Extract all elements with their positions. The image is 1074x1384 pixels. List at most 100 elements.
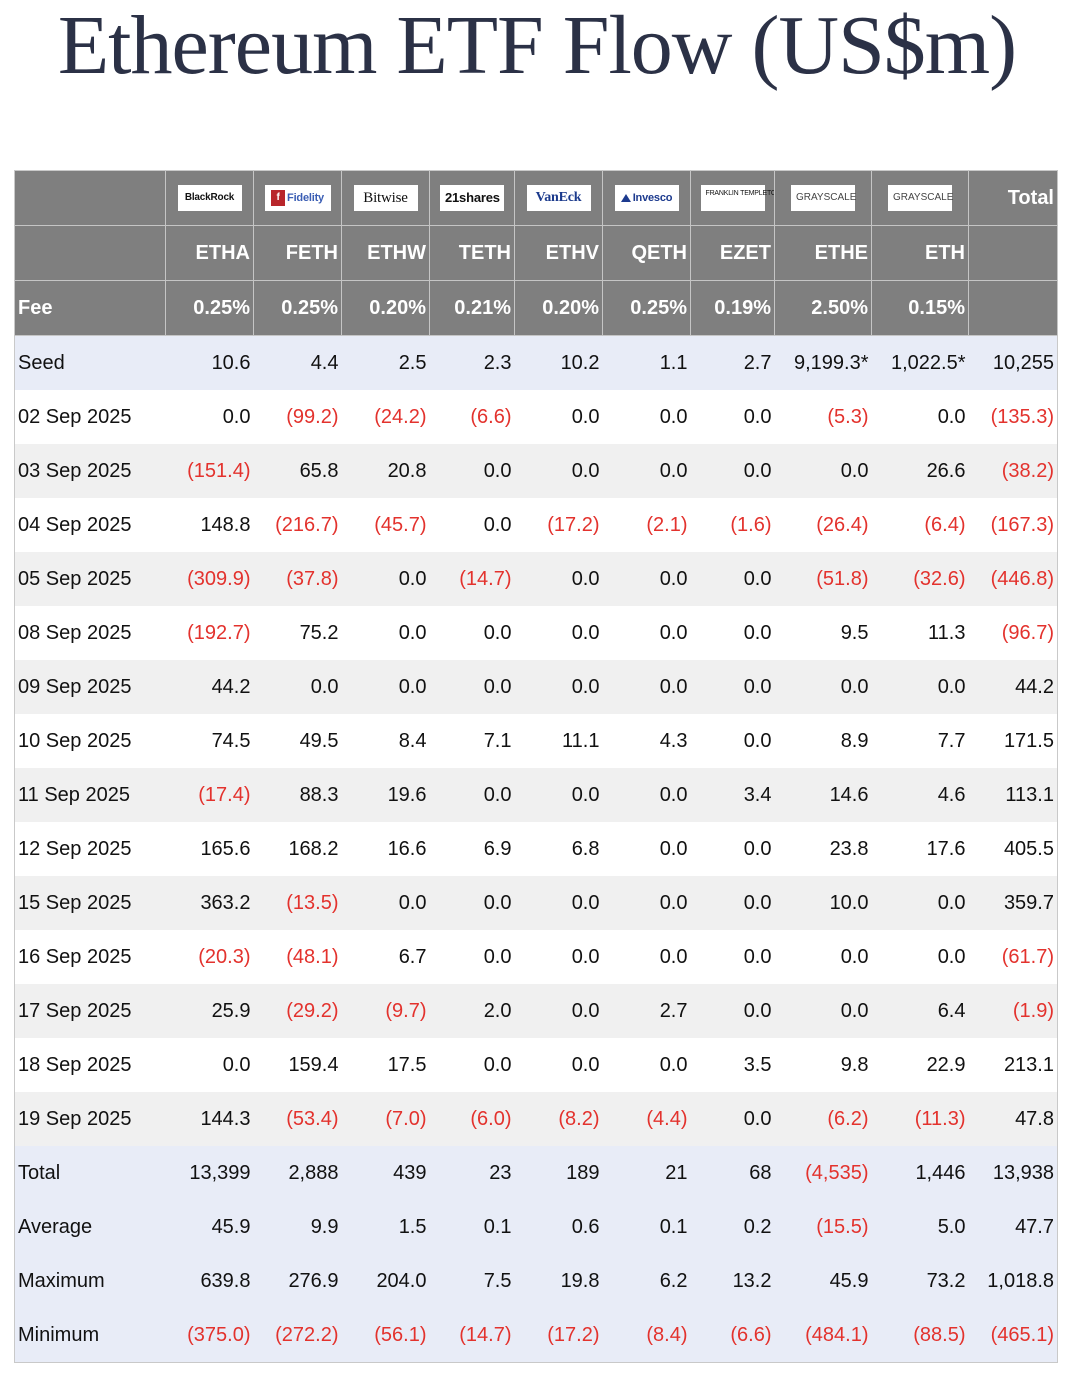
fee-row: Fee 0.25% 0.25% 0.20% 0.21% 0.20% 0.25% … xyxy=(14,280,1058,336)
flow-value-cell: (17.2) xyxy=(514,498,603,552)
fidelity-mark-icon: f xyxy=(271,190,286,207)
flow-value-cell: 14.6 xyxy=(774,768,872,822)
flow-value-cell: (2.1) xyxy=(602,498,691,552)
flow-value-cell: 0.0 xyxy=(253,660,342,714)
flow-value-cell: (151.4) xyxy=(165,444,254,498)
flow-value-cell: 0.0 xyxy=(602,660,691,714)
row-label: 11 Sep 2025 xyxy=(14,768,166,822)
fidelity-logo-text: Fidelity xyxy=(287,192,324,204)
table-row: 10 Sep 2025 74.5 49.5 8.4 7.1 11.1 4.3 0.0 8.9 7.… xyxy=(14,714,1058,768)
issuer-logo-cell: Invesco xyxy=(602,170,691,226)
flow-value-cell: (6.2) xyxy=(774,1092,872,1146)
flow-value-cell: 5.0 xyxy=(871,1200,969,1254)
flow-value-cell: (53.4) xyxy=(253,1092,342,1146)
flow-value-cell: 2.5 xyxy=(341,335,430,390)
row-label: 10 Sep 2025 xyxy=(14,714,166,768)
flow-value-cell: (192.7) xyxy=(165,606,254,660)
flow-value-cell: 11.3 xyxy=(871,606,969,660)
flow-value-cell: 13,399 xyxy=(165,1146,254,1200)
row-label: 17 Sep 2025 xyxy=(14,984,166,1038)
row-total-cell: 1,018.8 xyxy=(968,1254,1058,1308)
ticker-header-empty xyxy=(968,225,1058,281)
issuer-logo-cell: VanEck xyxy=(514,170,603,226)
table-row: Average 45.9 9.9 1.5 0.1 0.6 0.1 0.2 (15.5) 5.0 47… xyxy=(14,1200,1058,1254)
flow-value-cell: 0.0 xyxy=(602,876,691,930)
flow-value-cell: 88.3 xyxy=(253,768,342,822)
flow-value-cell: 26.6 xyxy=(871,444,969,498)
flow-value-cell: 0.0 xyxy=(514,606,603,660)
flow-value-cell: 0.0 xyxy=(690,552,775,606)
flow-value-cell: 9.8 xyxy=(774,1038,872,1092)
table-row: 15 Sep 2025 363.2 (13.5) 0.0 0.0 0.0 0.0 0.0 10.… xyxy=(14,876,1058,930)
flow-value-cell: 7.5 xyxy=(429,1254,515,1308)
row-total-cell: (167.3) xyxy=(968,498,1058,552)
ticker-header: EZET xyxy=(690,225,775,281)
flow-value-cell: 9,199.3* xyxy=(774,335,872,390)
flow-value-cell: 2,888 xyxy=(253,1146,342,1200)
issuer-logo-cell: FRANKLIN TEMPLETON xyxy=(690,170,775,226)
issuer-logo-cell: 21shares xyxy=(429,170,515,226)
ticker-header: ETHV xyxy=(514,225,603,281)
row-total-cell: (135.3) xyxy=(968,390,1058,444)
flow-value-cell: 159.4 xyxy=(253,1038,342,1092)
flow-value-cell: 19.6 xyxy=(341,768,430,822)
flow-value-cell: 10.6 xyxy=(165,335,254,390)
flow-value-cell: 0.0 xyxy=(871,876,969,930)
flow-value-cell: 0.0 xyxy=(514,930,603,984)
flow-value-cell: 0.0 xyxy=(774,444,872,498)
fee-value: 0.25% xyxy=(165,280,254,336)
flow-value-cell: 0.0 xyxy=(514,768,603,822)
blackrock-logo: BlackRock xyxy=(177,185,242,211)
row-label: Total xyxy=(14,1146,166,1200)
row-label: 03 Sep 2025 xyxy=(14,444,166,498)
flow-value-cell: (15.5) xyxy=(774,1200,872,1254)
table-row: 05 Sep 2025 (309.9) (37.8) 0.0 (14.7) 0.0 0.0 0… xyxy=(14,552,1058,606)
flow-value-cell: (48.1) xyxy=(253,930,342,984)
flow-value-cell: 10.2 xyxy=(514,335,603,390)
flow-value-cell: 45.9 xyxy=(165,1200,254,1254)
flow-value-cell: (17.2) xyxy=(514,1308,603,1363)
flow-value-cell: 0.0 xyxy=(514,876,603,930)
corner-cell xyxy=(14,170,166,226)
flow-value-cell: (17.4) xyxy=(165,768,254,822)
flow-value-cell: 0.0 xyxy=(871,660,969,714)
table-row: Maximum 639.8 276.9 204.0 7.5 19.8 6.2 13.2 45.9… xyxy=(14,1254,1058,1308)
flow-value-cell: 11.1 xyxy=(514,714,603,768)
row-label: 12 Sep 2025 xyxy=(14,822,166,876)
flow-value-cell: 45.9 xyxy=(774,1254,872,1308)
fee-value-empty xyxy=(968,280,1058,336)
flow-value-cell: 0.0 xyxy=(514,390,603,444)
row-label: Maximum xyxy=(14,1254,166,1308)
etf-flow-table: BlackRock f Fidelity Bitwise 21shares Van… xyxy=(14,170,1058,1363)
row-label: 02 Sep 2025 xyxy=(14,390,166,444)
flow-value-cell: 21 xyxy=(602,1146,691,1200)
flow-value-cell: (51.8) xyxy=(774,552,872,606)
flow-value-cell: (7.0) xyxy=(341,1092,430,1146)
flow-value-cell: 2.0 xyxy=(429,984,515,1038)
row-label: 04 Sep 2025 xyxy=(14,498,166,552)
ticker-header: ETH xyxy=(871,225,969,281)
flow-value-cell: (4.4) xyxy=(602,1092,691,1146)
issuer-logo-row: BlackRock f Fidelity Bitwise 21shares Van… xyxy=(14,170,1058,226)
flow-value-cell: 0.0 xyxy=(774,984,872,1038)
flow-value-cell: 439 xyxy=(341,1146,430,1200)
flow-value-cell: 2.3 xyxy=(429,335,515,390)
flow-value-cell: 17.6 xyxy=(871,822,969,876)
flow-value-cell: (24.2) xyxy=(341,390,430,444)
flow-value-cell: 25.9 xyxy=(165,984,254,1038)
flow-value-cell: 1.5 xyxy=(341,1200,430,1254)
flow-value-cell: (8.2) xyxy=(514,1092,603,1146)
row-total-cell: 44.2 xyxy=(968,660,1058,714)
fee-value: 0.20% xyxy=(514,280,603,336)
row-total-cell: (1.9) xyxy=(968,984,1058,1038)
invesco-logo: Invesco xyxy=(614,185,679,211)
flow-value-cell: 4.3 xyxy=(602,714,691,768)
flow-value-cell: 0.0 xyxy=(341,552,430,606)
flow-value-cell: 0.0 xyxy=(429,660,515,714)
flow-value-cell: 0.0 xyxy=(871,930,969,984)
flow-value-cell: 0.0 xyxy=(602,768,691,822)
flow-value-cell: 204.0 xyxy=(341,1254,430,1308)
flow-value-cell: 168.2 xyxy=(253,822,342,876)
row-label: Seed xyxy=(14,335,166,390)
flow-value-cell: 6.8 xyxy=(514,822,603,876)
